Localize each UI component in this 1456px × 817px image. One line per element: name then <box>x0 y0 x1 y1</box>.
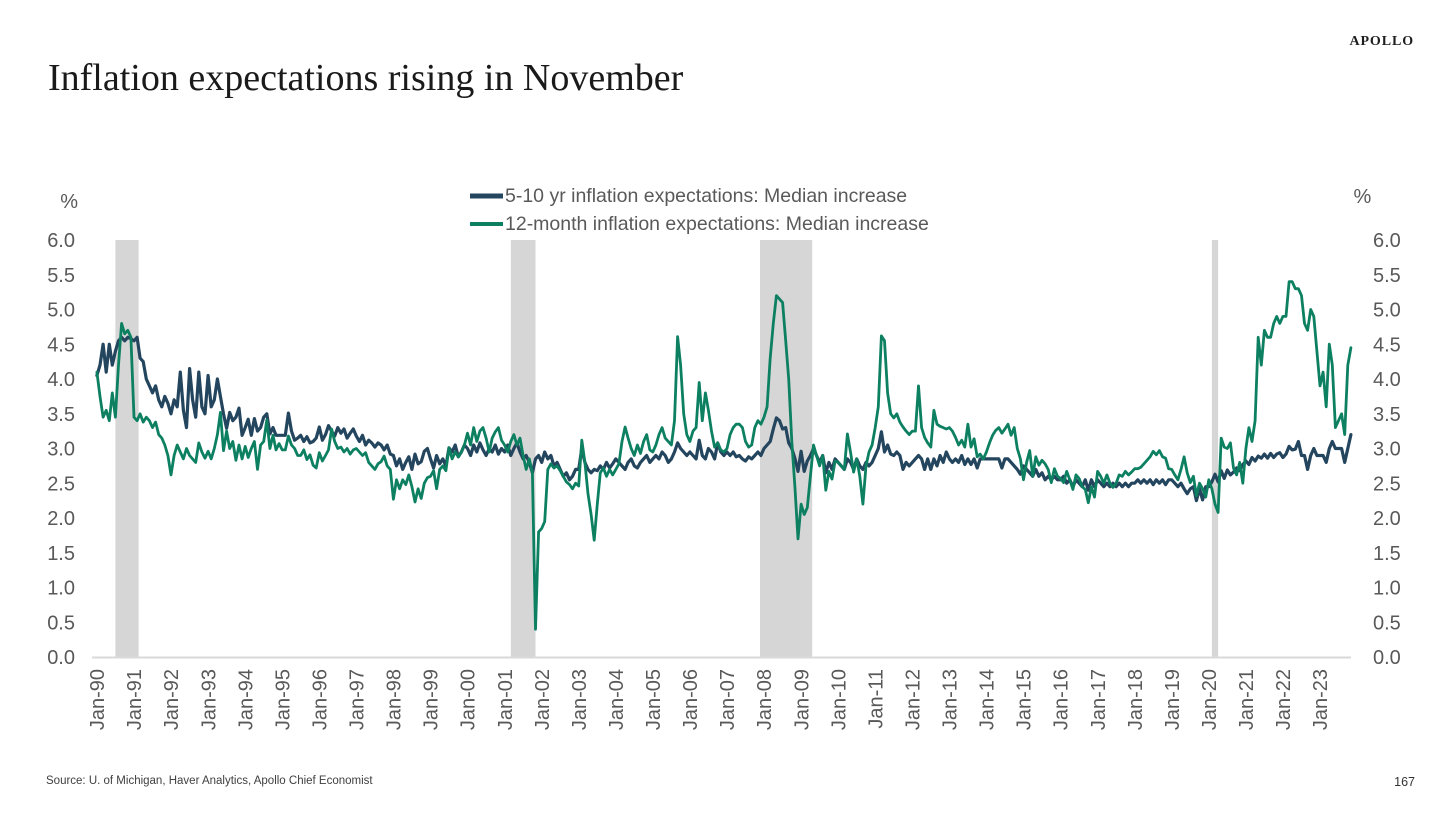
svg-text:Jan-99: Jan-99 <box>421 669 443 730</box>
svg-text:2.0: 2.0 <box>47 508 75 530</box>
svg-text:2.0: 2.0 <box>1373 508 1401 530</box>
svg-text:Jan-11: Jan-11 <box>865 669 887 729</box>
svg-text:Jan-96: Jan-96 <box>310 669 332 730</box>
svg-text:2.5: 2.5 <box>47 473 75 495</box>
svg-text:3.0: 3.0 <box>47 439 75 461</box>
svg-text:0.5: 0.5 <box>47 613 75 635</box>
svg-text:Jan-10: Jan-10 <box>828 669 850 730</box>
svg-text:5.0: 5.0 <box>1373 300 1401 322</box>
svg-text:Jan-94: Jan-94 <box>235 669 257 730</box>
svg-text:Jan-01: Jan-01 <box>495 669 517 730</box>
svg-text:6.0: 6.0 <box>1373 230 1401 252</box>
svg-text:4.0: 4.0 <box>1373 369 1401 391</box>
svg-text:4.5: 4.5 <box>47 334 75 356</box>
svg-text:APOLLO: APOLLO <box>1349 34 1414 49</box>
svg-text:0.0: 0.0 <box>1373 647 1401 669</box>
svg-text:3.0: 3.0 <box>1373 439 1401 461</box>
svg-text:Jan-91: Jan-91 <box>124 669 146 730</box>
svg-text:Jan-21: Jan-21 <box>1236 669 1258 730</box>
svg-text:Jan-12: Jan-12 <box>903 669 925 730</box>
svg-text:Inflation expectations rising: Inflation expectations rising in Novembe… <box>48 57 684 99</box>
svg-text:5.5: 5.5 <box>1373 265 1401 287</box>
svg-text:Jan-95: Jan-95 <box>272 669 294 730</box>
svg-text:Jan-22: Jan-22 <box>1273 669 1295 730</box>
svg-text:Jan-17: Jan-17 <box>1088 669 1110 730</box>
svg-text:Jan-05: Jan-05 <box>643 669 665 730</box>
svg-text:Jan-15: Jan-15 <box>1014 669 1036 730</box>
svg-text:%: % <box>1354 186 1372 208</box>
svg-text:4.0: 4.0 <box>47 369 75 391</box>
svg-text:Jan-00: Jan-00 <box>458 669 480 730</box>
svg-text:Jan-98: Jan-98 <box>384 669 406 730</box>
svg-text:1.0: 1.0 <box>1373 578 1401 600</box>
svg-text:0.0: 0.0 <box>47 647 75 669</box>
svg-text:1.0: 1.0 <box>47 578 75 600</box>
svg-text:12-month inflation expectation: 12-month inflation expectations: Median … <box>505 213 929 235</box>
svg-text:Jan-04: Jan-04 <box>606 669 628 730</box>
svg-text:%: % <box>60 191 78 213</box>
svg-text:Jan-07: Jan-07 <box>717 669 739 730</box>
svg-text:1.5: 1.5 <box>47 543 75 565</box>
svg-text:1.5: 1.5 <box>1373 543 1401 565</box>
svg-text:Jan-90: Jan-90 <box>87 669 109 730</box>
svg-text:3.5: 3.5 <box>1373 404 1401 426</box>
svg-text:Jan-14: Jan-14 <box>977 669 999 730</box>
svg-text:5.0: 5.0 <box>47 300 75 322</box>
svg-text:Jan-23: Jan-23 <box>1310 669 1332 730</box>
svg-text:Jan-93: Jan-93 <box>198 669 220 730</box>
svg-text:Jan-97: Jan-97 <box>347 669 369 730</box>
svg-text:Jan-02: Jan-02 <box>532 669 554 730</box>
svg-text:Jan-20: Jan-20 <box>1199 669 1221 730</box>
svg-text:Jan-06: Jan-06 <box>680 669 702 730</box>
svg-text:Jan-18: Jan-18 <box>1125 669 1147 730</box>
svg-text:0.5: 0.5 <box>1373 613 1401 635</box>
svg-text:Jan-19: Jan-19 <box>1162 669 1184 730</box>
svg-text:Source: U. of Michigan, Haver: Source: U. of Michigan, Haver Analytics,… <box>46 775 373 787</box>
svg-text:Jan-13: Jan-13 <box>940 669 962 730</box>
svg-text:5.5: 5.5 <box>47 265 75 287</box>
svg-text:3.5: 3.5 <box>47 404 75 426</box>
svg-text:6.0: 6.0 <box>47 230 75 252</box>
svg-text:Jan-16: Jan-16 <box>1051 669 1073 730</box>
svg-text:2.5: 2.5 <box>1373 473 1401 495</box>
svg-text:Jan-03: Jan-03 <box>569 669 591 730</box>
svg-text:Jan-09: Jan-09 <box>791 669 813 730</box>
svg-text:167: 167 <box>1394 775 1415 789</box>
svg-text:5-10 yr inflation expectations: 5-10 yr inflation expectations: Median i… <box>505 185 907 207</box>
svg-text:Jan-08: Jan-08 <box>754 669 776 730</box>
svg-text:Jan-92: Jan-92 <box>161 669 183 730</box>
svg-text:4.5: 4.5 <box>1373 334 1401 356</box>
